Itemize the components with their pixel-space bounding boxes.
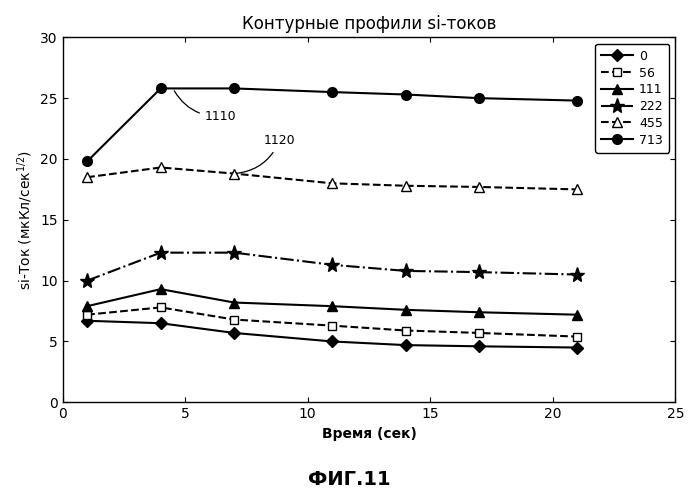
Y-axis label: si-Ток (мкКл/сек$^{1/2}$): si-Ток (мкКл/сек$^{1/2}$) xyxy=(15,150,34,290)
0 xyxy=(573,344,582,350)
Legend: 0, 56, 111, 222, 455, 713: 0, 56, 111, 222, 455, 713 xyxy=(595,44,669,153)
222 xyxy=(401,268,410,274)
455 xyxy=(328,180,336,186)
Line: 56: 56 xyxy=(83,303,582,341)
713 xyxy=(230,85,238,91)
56 xyxy=(157,304,165,310)
455 xyxy=(83,174,92,180)
111 xyxy=(401,307,410,313)
Title: Контурные профили si-токов: Контурные профили si-токов xyxy=(242,15,496,33)
111 xyxy=(157,286,165,292)
0 xyxy=(230,330,238,336)
Line: 0: 0 xyxy=(83,317,582,352)
Line: 111: 111 xyxy=(82,284,582,319)
455 xyxy=(573,187,582,193)
0 xyxy=(328,339,336,344)
222 xyxy=(157,250,165,256)
56 xyxy=(401,328,410,334)
455 xyxy=(475,184,484,190)
X-axis label: Время (сек): Время (сек) xyxy=(322,427,417,441)
Text: 1110: 1110 xyxy=(174,91,236,123)
111 xyxy=(83,303,92,309)
111 xyxy=(475,309,484,315)
222 xyxy=(328,262,336,268)
Text: 1120: 1120 xyxy=(237,134,295,173)
713 xyxy=(157,85,165,91)
0 xyxy=(401,342,410,348)
0 xyxy=(157,320,165,326)
111 xyxy=(573,312,582,318)
222 xyxy=(573,271,582,277)
222 xyxy=(230,250,238,256)
Line: 455: 455 xyxy=(82,163,582,194)
713 xyxy=(475,95,484,101)
56 xyxy=(83,312,92,318)
222 xyxy=(475,269,484,275)
0 xyxy=(83,318,92,324)
111 xyxy=(328,303,336,309)
56 xyxy=(475,330,484,336)
Line: 713: 713 xyxy=(82,84,582,166)
455 xyxy=(401,183,410,189)
0 xyxy=(475,343,484,349)
455 xyxy=(157,165,165,171)
56 xyxy=(328,323,336,329)
713 xyxy=(573,98,582,103)
111 xyxy=(230,299,238,305)
Line: 222: 222 xyxy=(80,245,585,288)
455 xyxy=(230,171,238,176)
56 xyxy=(230,317,238,322)
56 xyxy=(573,334,582,340)
713 xyxy=(328,89,336,95)
713 xyxy=(401,92,410,98)
713 xyxy=(83,158,92,164)
222 xyxy=(83,278,92,284)
Text: ФИГ.11: ФИГ.11 xyxy=(308,470,391,489)
